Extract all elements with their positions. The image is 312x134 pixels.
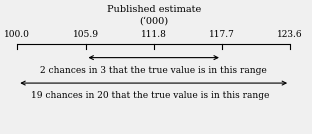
Text: 2 chances in 3 that the true value is in this range: 2 chances in 3 that the true value is in… — [40, 66, 267, 75]
Text: 111.8: 111.8 — [141, 30, 167, 39]
Text: (‘000): (‘000) — [139, 17, 168, 26]
Text: Published estimate: Published estimate — [107, 5, 201, 14]
Text: 19 chances in 20 that the true value is in this range: 19 chances in 20 that the true value is … — [31, 91, 270, 100]
Text: 117.7: 117.7 — [209, 30, 235, 39]
Text: 100.0: 100.0 — [4, 30, 30, 39]
Text: 105.9: 105.9 — [72, 30, 99, 39]
Text: 123.6: 123.6 — [277, 30, 303, 39]
